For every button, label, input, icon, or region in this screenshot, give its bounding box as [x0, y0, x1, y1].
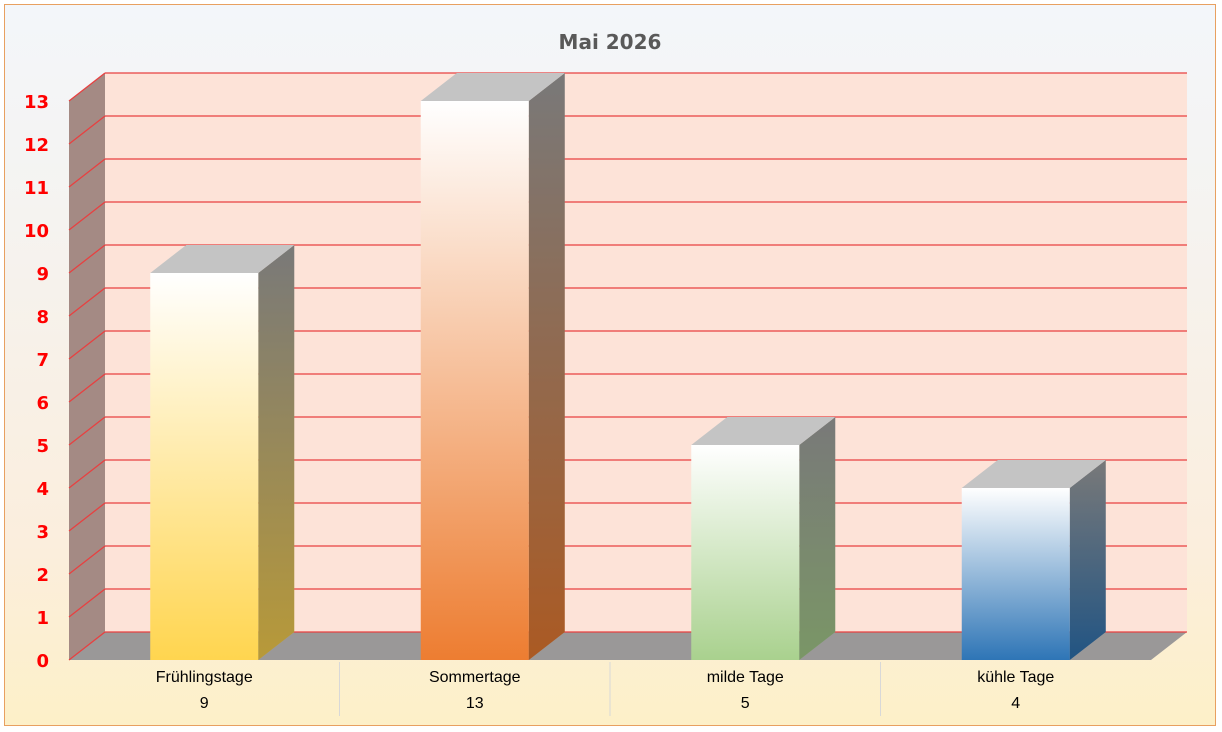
bar-side-shade: [258, 245, 295, 660]
data-value-label: 5: [741, 695, 750, 712]
bar: [691, 417, 836, 660]
category-label: Sommertage: [429, 669, 521, 686]
bar-side: [528, 73, 565, 660]
data-value-label: 9: [200, 695, 209, 712]
bar-side: [1069, 460, 1106, 660]
bar-top: [691, 417, 836, 445]
bar: [961, 460, 1106, 660]
y-tick-label: 7: [36, 350, 49, 371]
gridline-side: [68, 459, 106, 489]
y-tick-label: 11: [24, 178, 49, 199]
floor: [69, 632, 1187, 660]
bar-side-shade: [1069, 460, 1106, 660]
gridline-side: [68, 158, 106, 188]
gridline-side: [68, 287, 106, 317]
gridline-side: [68, 330, 106, 360]
gridline-side: [68, 201, 106, 231]
side-wall: [69, 73, 105, 660]
gridline-side: [68, 416, 106, 446]
chart-title: Mai 2026: [559, 30, 662, 54]
gridline-side: [68, 631, 106, 661]
bar-side-shade: [528, 73, 565, 660]
bar-side: [258, 245, 295, 660]
gridline-side: [68, 115, 106, 145]
bar-top: [961, 460, 1106, 488]
data-value-label: 4: [1011, 695, 1020, 712]
bar-front: [420, 101, 529, 660]
y-tick-label: 0: [36, 651, 49, 672]
bars: [150, 73, 1106, 660]
y-tick-label: 8: [36, 307, 49, 328]
y-tick-label: 9: [36, 264, 49, 285]
gridline-side: [68, 244, 106, 274]
data-value-label: 13: [466, 695, 484, 712]
gridline-side: [68, 373, 106, 403]
gridline-side: [68, 72, 106, 102]
bar-front: [961, 488, 1070, 660]
category-label: kühle Tage: [977, 669, 1054, 686]
y-tick-label: 13: [24, 92, 49, 113]
category-label: Frühlingstage: [156, 669, 253, 686]
y-tick-label: 5: [36, 436, 49, 457]
y-tick-label: 2: [36, 565, 49, 586]
bar: [420, 73, 565, 660]
y-tick-label: 1: [36, 608, 49, 629]
y-tick-label: 4: [36, 479, 49, 500]
bar-side-shade: [799, 417, 836, 660]
bar-top: [420, 73, 565, 101]
bar: [150, 245, 295, 660]
bar-front: [150, 273, 259, 660]
gridline-side: [68, 545, 106, 575]
category-label: milde Tage: [707, 669, 784, 686]
bar-front: [691, 445, 800, 660]
y-tick-label: 12: [24, 135, 49, 156]
gridline-side: [68, 502, 106, 532]
y-tick-label: 6: [36, 393, 49, 414]
chart-area: Mai 2026 0 1 2 3 4 5 6 7 8 9 10 11 12 13 Frühlingstag…: [4, 4, 1216, 726]
data-table: Frühlingstage 9 Sommertage 13 milde Tage 5 küh…: [156, 662, 1054, 716]
y-tick-label: 10: [24, 221, 49, 242]
bar-top: [150, 245, 295, 273]
bar-side: [799, 417, 836, 660]
gridline-side: [68, 588, 106, 618]
y-tick-label: 3: [36, 522, 49, 543]
